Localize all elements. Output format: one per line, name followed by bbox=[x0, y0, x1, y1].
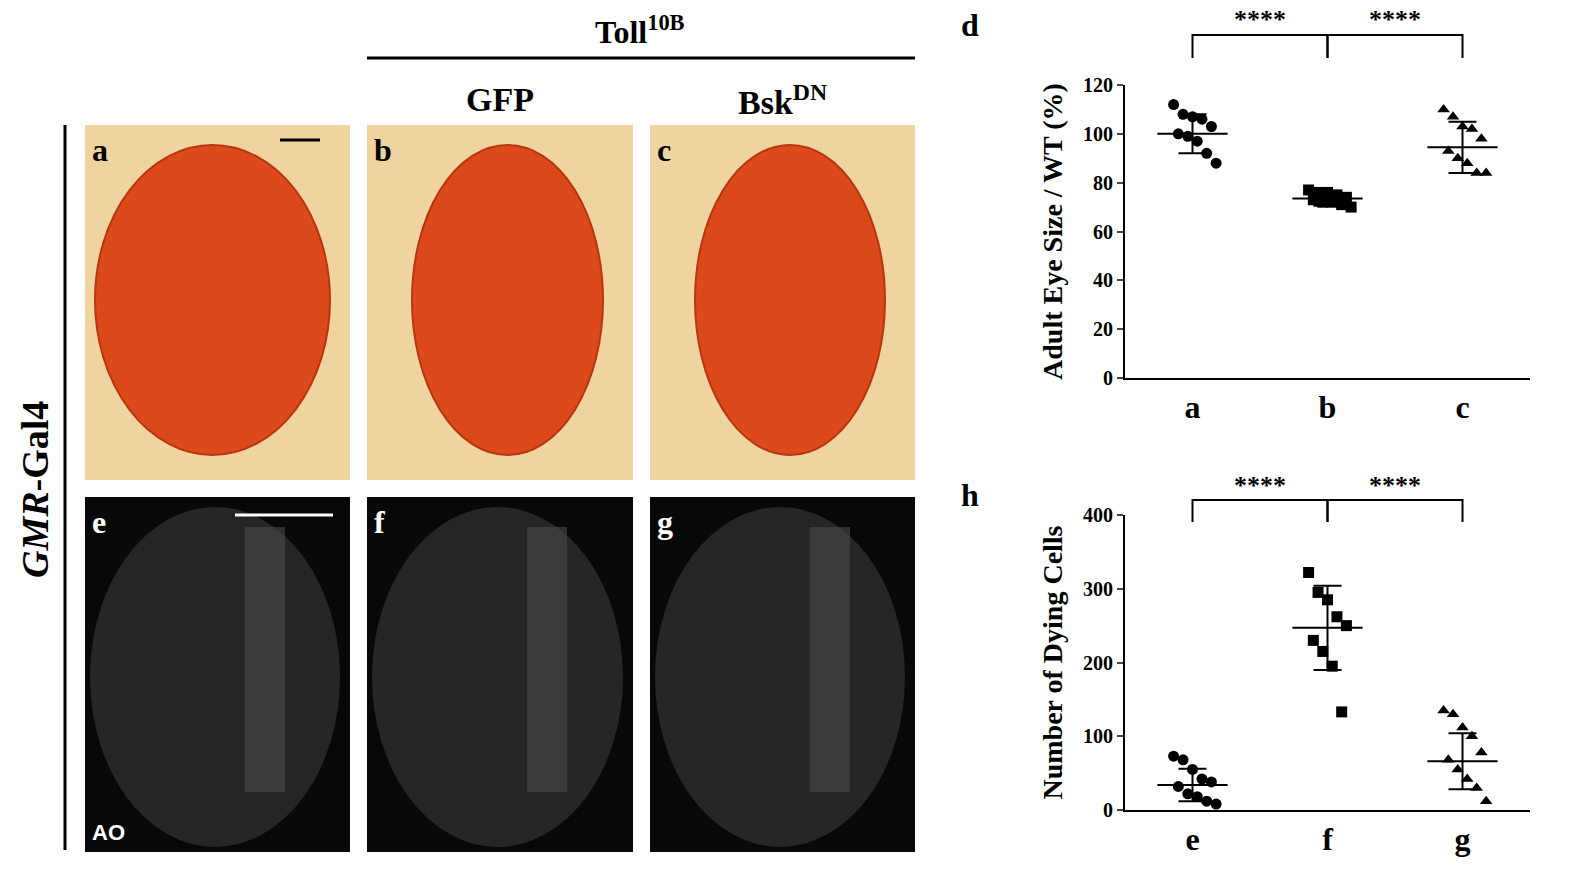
svg-text:400: 400 bbox=[1083, 504, 1113, 526]
svg-text:80: 80 bbox=[1093, 172, 1113, 194]
svg-text:a: a bbox=[1185, 389, 1201, 425]
svg-text:b: b bbox=[1319, 389, 1337, 425]
svg-text:e: e bbox=[1185, 821, 1199, 857]
svg-text:200: 200 bbox=[1083, 652, 1113, 674]
svg-text:****: **** bbox=[1369, 5, 1421, 34]
svg-text:f: f bbox=[374, 504, 385, 540]
svg-text:Number of Dying Cells: Number of Dying Cells bbox=[1037, 525, 1068, 799]
svg-text:GFP: GFP bbox=[466, 81, 534, 118]
svg-text:0: 0 bbox=[1103, 799, 1113, 821]
svg-text:Bsk​DN​: Bsk​DN​ bbox=[738, 79, 827, 121]
svg-text:AO: AO bbox=[92, 820, 125, 845]
svg-text:100: 100 bbox=[1083, 123, 1113, 145]
svg-text:f: f bbox=[1322, 821, 1333, 857]
svg-text:20: 20 bbox=[1093, 318, 1113, 340]
svg-text:d: d bbox=[961, 7, 979, 43]
svg-text:b: b bbox=[374, 132, 392, 168]
svg-text:300: 300 bbox=[1083, 578, 1113, 600]
svg-text:a: a bbox=[92, 132, 108, 168]
svg-text:g: g bbox=[1455, 821, 1471, 857]
svg-text:h: h bbox=[961, 477, 979, 513]
svg-text:GMR-Gal4: GMR-Gal4 bbox=[14, 401, 56, 578]
svg-text:0: 0 bbox=[1103, 367, 1113, 389]
svg-text:g: g bbox=[657, 504, 673, 540]
svg-text:c: c bbox=[657, 132, 671, 168]
svg-text:****: **** bbox=[1369, 471, 1421, 500]
svg-text:100: 100 bbox=[1083, 725, 1113, 747]
svg-text:Adult Eye Size / WT (%): Adult Eye Size / WT (%) bbox=[1037, 83, 1068, 380]
svg-text:Toll​10B​: Toll​10B​ bbox=[595, 10, 685, 50]
svg-text:c: c bbox=[1455, 389, 1469, 425]
svg-text:e: e bbox=[92, 504, 106, 540]
svg-text:****: **** bbox=[1234, 471, 1286, 500]
svg-text:****: **** bbox=[1234, 5, 1286, 34]
svg-text:40: 40 bbox=[1093, 269, 1113, 291]
svg-text:120: 120 bbox=[1083, 74, 1113, 96]
svg-text:60: 60 bbox=[1093, 221, 1113, 243]
